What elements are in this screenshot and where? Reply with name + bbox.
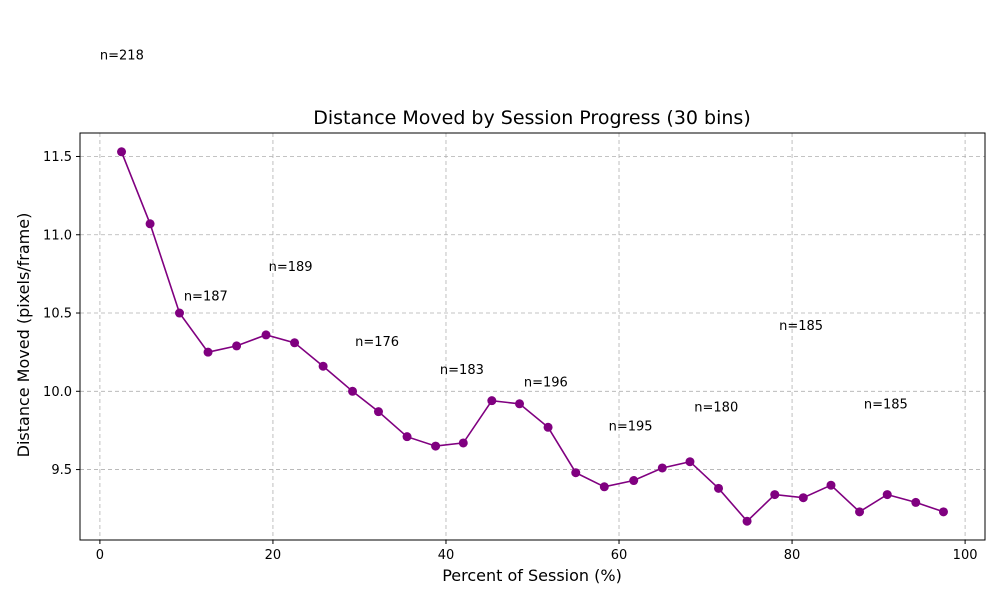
count-annotation: n=187 bbox=[184, 289, 228, 304]
count-annotation: n=183 bbox=[440, 363, 484, 378]
data-point bbox=[599, 482, 609, 492]
x-tick-label: 40 bbox=[438, 548, 455, 563]
count-annotation: n=176 bbox=[355, 335, 399, 350]
data-point bbox=[938, 507, 948, 517]
series-line bbox=[120, 151, 944, 523]
data-point bbox=[882, 490, 892, 500]
data-point bbox=[348, 386, 358, 396]
data-point bbox=[373, 407, 383, 417]
grid bbox=[80, 133, 985, 540]
data-point bbox=[742, 516, 752, 526]
x-tick-label: 80 bbox=[784, 548, 801, 563]
data-point bbox=[261, 330, 271, 340]
data-point bbox=[911, 497, 921, 507]
data-point bbox=[515, 399, 525, 409]
x-axis-label: Percent of Session (%) bbox=[442, 566, 622, 585]
y-tick-label: 11.5 bbox=[43, 150, 72, 165]
data-point bbox=[685, 457, 695, 467]
data-point bbox=[487, 396, 497, 406]
y-tick-label: 11.0 bbox=[43, 228, 72, 243]
data-point bbox=[203, 347, 213, 357]
axis-ticks: 0 20 40 60 80 100 9.5 10.0 10.5 11.0 11.5 bbox=[43, 150, 977, 563]
data-point bbox=[826, 480, 836, 490]
data-point bbox=[855, 507, 865, 517]
x-tick-label: 60 bbox=[611, 548, 628, 563]
data-point bbox=[629, 476, 639, 486]
data-point bbox=[798, 493, 808, 503]
count-annotation: n=218 bbox=[100, 48, 144, 63]
data-point bbox=[431, 441, 441, 451]
data-point bbox=[318, 361, 328, 371]
plot-frame bbox=[79, 132, 986, 541]
data-point bbox=[402, 432, 412, 442]
data-point bbox=[714, 483, 724, 493]
count-annotation: n=196 bbox=[524, 376, 568, 391]
data-point bbox=[657, 463, 667, 473]
series-layer bbox=[117, 147, 948, 526]
data-point bbox=[543, 422, 553, 432]
count-annotation: n=189 bbox=[269, 260, 313, 275]
y-tick-label: 10.0 bbox=[43, 385, 72, 400]
count-annotation: n=185 bbox=[864, 398, 908, 413]
y-tick-label: 10.5 bbox=[43, 307, 72, 322]
data-point bbox=[145, 219, 155, 229]
data-point bbox=[458, 438, 468, 448]
count-annotation: n=185 bbox=[779, 319, 823, 334]
data-point bbox=[571, 468, 581, 478]
data-point bbox=[290, 338, 300, 348]
data-point bbox=[770, 490, 780, 500]
data-point bbox=[232, 341, 242, 351]
count-annotation: n=180 bbox=[694, 401, 738, 416]
annotation-layer: n=218 n=187 n=189 n=176 n=183 n=196 n=195 n=180… bbox=[100, 48, 908, 434]
x-tick-label: 20 bbox=[265, 548, 282, 563]
x-tick-label: 100 bbox=[953, 548, 978, 563]
y-axis-label: Distance Moved (pixels/frame) bbox=[14, 213, 33, 458]
data-point bbox=[174, 308, 184, 318]
y-tick-label: 9.5 bbox=[51, 463, 72, 478]
chart-title: Distance Moved by Session Progress (30 b… bbox=[313, 107, 751, 129]
x-tick-label: 0 bbox=[96, 548, 104, 563]
count-annotation: n=195 bbox=[609, 419, 653, 434]
data-point bbox=[117, 147, 127, 157]
